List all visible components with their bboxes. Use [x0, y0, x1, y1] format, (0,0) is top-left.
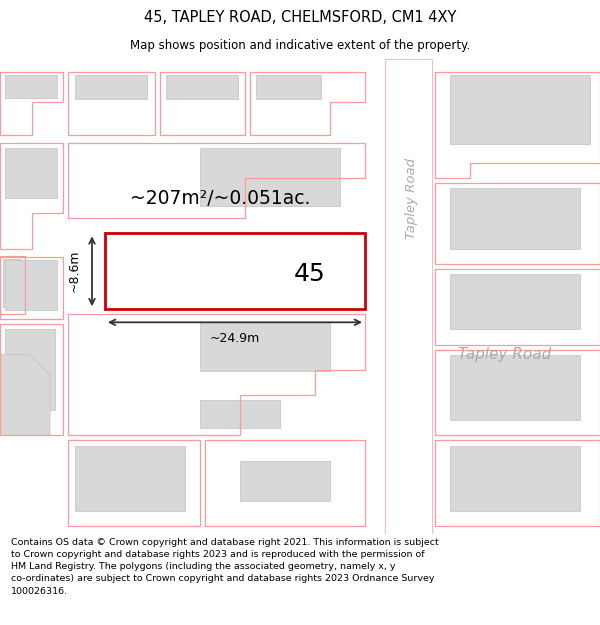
Bar	[450, 274, 580, 329]
Text: Tapley Road: Tapley Road	[404, 158, 418, 239]
Bar	[166, 75, 238, 99]
Bar	[5, 148, 57, 198]
Text: 45: 45	[294, 262, 326, 286]
Text: Contains OS data © Crown copyright and database right 2021. This information is : Contains OS data © Crown copyright and d…	[11, 538, 439, 596]
Text: ~24.9m: ~24.9m	[210, 332, 260, 345]
Bar	[240, 461, 330, 501]
Bar	[210, 259, 330, 299]
Text: 45, TAPLEY ROAD, CHELMSFORD, CM1 4XY: 45, TAPLEY ROAD, CHELMSFORD, CM1 4XY	[144, 10, 456, 25]
Bar	[200, 322, 330, 371]
Bar	[200, 400, 280, 428]
Bar	[256, 75, 321, 99]
Bar	[5, 75, 57, 98]
Polygon shape	[105, 234, 365, 309]
Bar	[450, 75, 590, 144]
Bar	[450, 446, 580, 511]
Bar	[3, 259, 21, 307]
Bar	[5, 329, 55, 410]
Text: Tapley Road: Tapley Road	[458, 347, 551, 362]
Polygon shape	[0, 354, 50, 436]
Bar	[450, 188, 580, 249]
Text: Map shows position and indicative extent of the property.: Map shows position and indicative extent…	[130, 39, 470, 52]
Bar	[200, 148, 340, 206]
Bar	[5, 260, 57, 310]
Bar	[75, 446, 185, 511]
Text: ~8.6m: ~8.6m	[67, 249, 80, 292]
Text: ~207m²/~0.051ac.: ~207m²/~0.051ac.	[130, 189, 310, 208]
Bar	[450, 354, 580, 420]
Bar	[75, 75, 147, 99]
